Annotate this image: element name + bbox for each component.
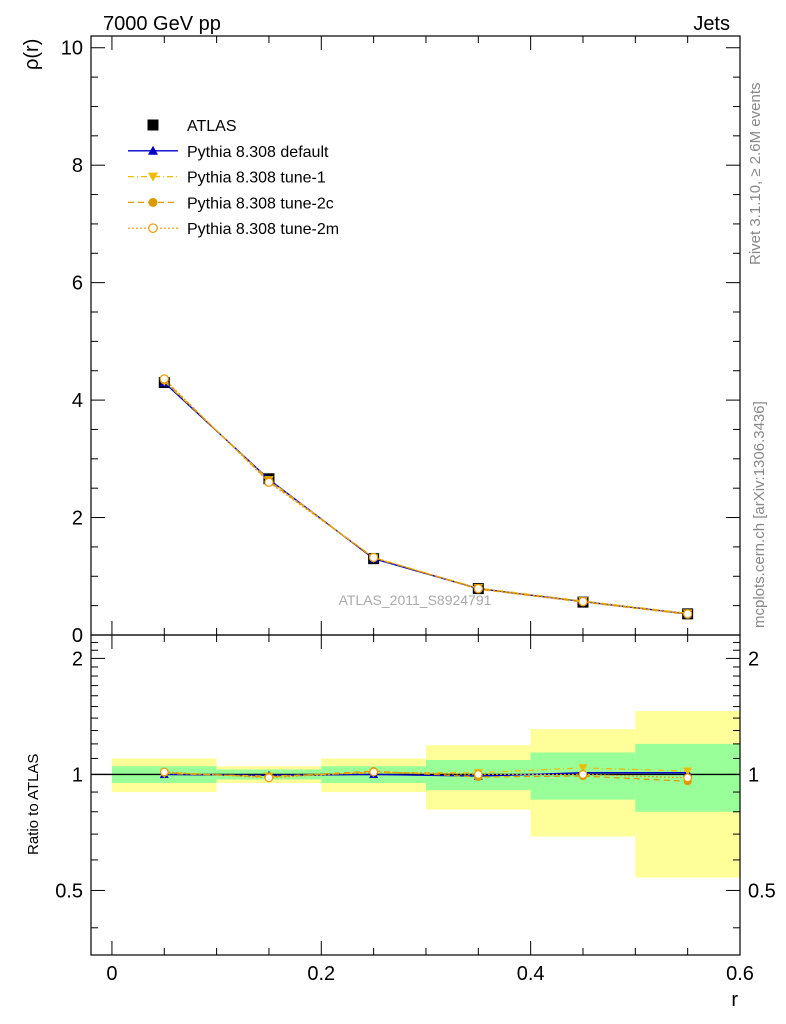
x-tick-label: 0.4 — [517, 963, 545, 985]
ratio-panel: 0.5 0.5 1 1 2 2 0 0.2 0.4 0.6 — [55, 634, 776, 985]
main-point-tune2m — [473, 583, 483, 594]
ratio-point-tune2m — [159, 767, 169, 777]
main-series-line-tune2m — [163, 378, 688, 615]
legend-label-tune2c: Pythia 8.308 tune-2c — [187, 195, 334, 212]
legend-label-atlas: ATLAS — [187, 118, 237, 135]
ratio-y-tick-label-right: 1 — [748, 764, 759, 786]
main-y-tick-label: 2 — [72, 508, 83, 530]
ratio-point-tune1 — [683, 767, 693, 776]
header-right-label: Jets — [693, 13, 730, 35]
ratio-y-tick-label-left: 1 — [72, 764, 83, 786]
ratio-y-tick-label-right: 2 — [748, 648, 759, 670]
main-point-tune2m — [368, 552, 379, 563]
ratio-series-line-tune2c — [164, 770, 688, 782]
analysis-watermark: ATLAS_2011_S8924791 — [339, 592, 492, 608]
mcplots-source-label: mcplots.cern.ch [arXiv:1306.3436] — [751, 401, 768, 628]
main-point-tune2m — [264, 477, 274, 487]
ratio-plot-frame — [90, 634, 741, 956]
main-y-tick-label: 6 — [72, 273, 83, 295]
legend-marker-tune2m — [148, 223, 158, 234]
ratio-point-tune2m — [473, 769, 483, 779]
ratio-point-tune2m — [264, 773, 274, 783]
main-point-tune2m — [682, 609, 693, 619]
legend-label-tune2m: Pythia 8.308 tune-2m — [187, 221, 339, 238]
main-point-tune2m — [159, 374, 169, 384]
ratio-y-axis-label: Ratio to ATLAS — [25, 754, 42, 855]
legend: ATLAS Pythia 8.308 default Pythia 8.308 tu… — [128, 118, 339, 238]
x-tick-label: 0.2 — [307, 963, 335, 985]
main-y-tick-label: 8 — [72, 155, 83, 177]
legend-marker-tune2c — [148, 197, 158, 207]
x-axis-label: r — [731, 989, 738, 1011]
main-y-tick-label: 4 — [72, 390, 83, 412]
legend-marker-atlas — [147, 119, 159, 131]
ratio-y-tick-label-left: 0.5 — [55, 880, 83, 902]
ratio-point-tune2m — [683, 773, 693, 783]
main-point-tune2m — [578, 596, 588, 607]
main-y-axis-label: ρ(r) — [21, 39, 43, 70]
rivet-version-label: Rivet 3.1.10, ≥ 2.6M events — [747, 83, 764, 266]
ratio-point-tune1 — [578, 764, 588, 773]
x-tick-label: 0.6 — [726, 963, 754, 985]
legend-marker-default — [148, 145, 158, 155]
legend-label-default: Pythia 8.308 default — [187, 144, 329, 161]
main-series-line-tune1 — [163, 380, 688, 614]
header-left-label: 7000 GeV pp — [103, 13, 221, 35]
x-tick-label: 0 — [106, 963, 117, 985]
ratio-y-tick-label-right: 0.5 — [748, 880, 776, 902]
main-panel: 0 2 4 6 8 10 — [61, 35, 741, 647]
ratio-series-line-tune2m — [164, 771, 688, 779]
ratio-series-line-tune1 — [164, 767, 688, 777]
ratio-point-tune2m — [578, 769, 588, 779]
legend-label-tune1: Pythia 8.308 tune-1 — [187, 170, 326, 187]
main-y-tick-label: 10 — [61, 38, 83, 60]
main-series-line-tune2c — [163, 379, 688, 616]
legend-marker-tune1 — [148, 172, 158, 182]
main-y-tick-label: 0 — [72, 625, 83, 647]
ratio-point-tune2m — [369, 767, 379, 777]
ratio-y-tick-label-left: 2 — [72, 648, 83, 670]
main-series-line-default — [163, 381, 688, 615]
